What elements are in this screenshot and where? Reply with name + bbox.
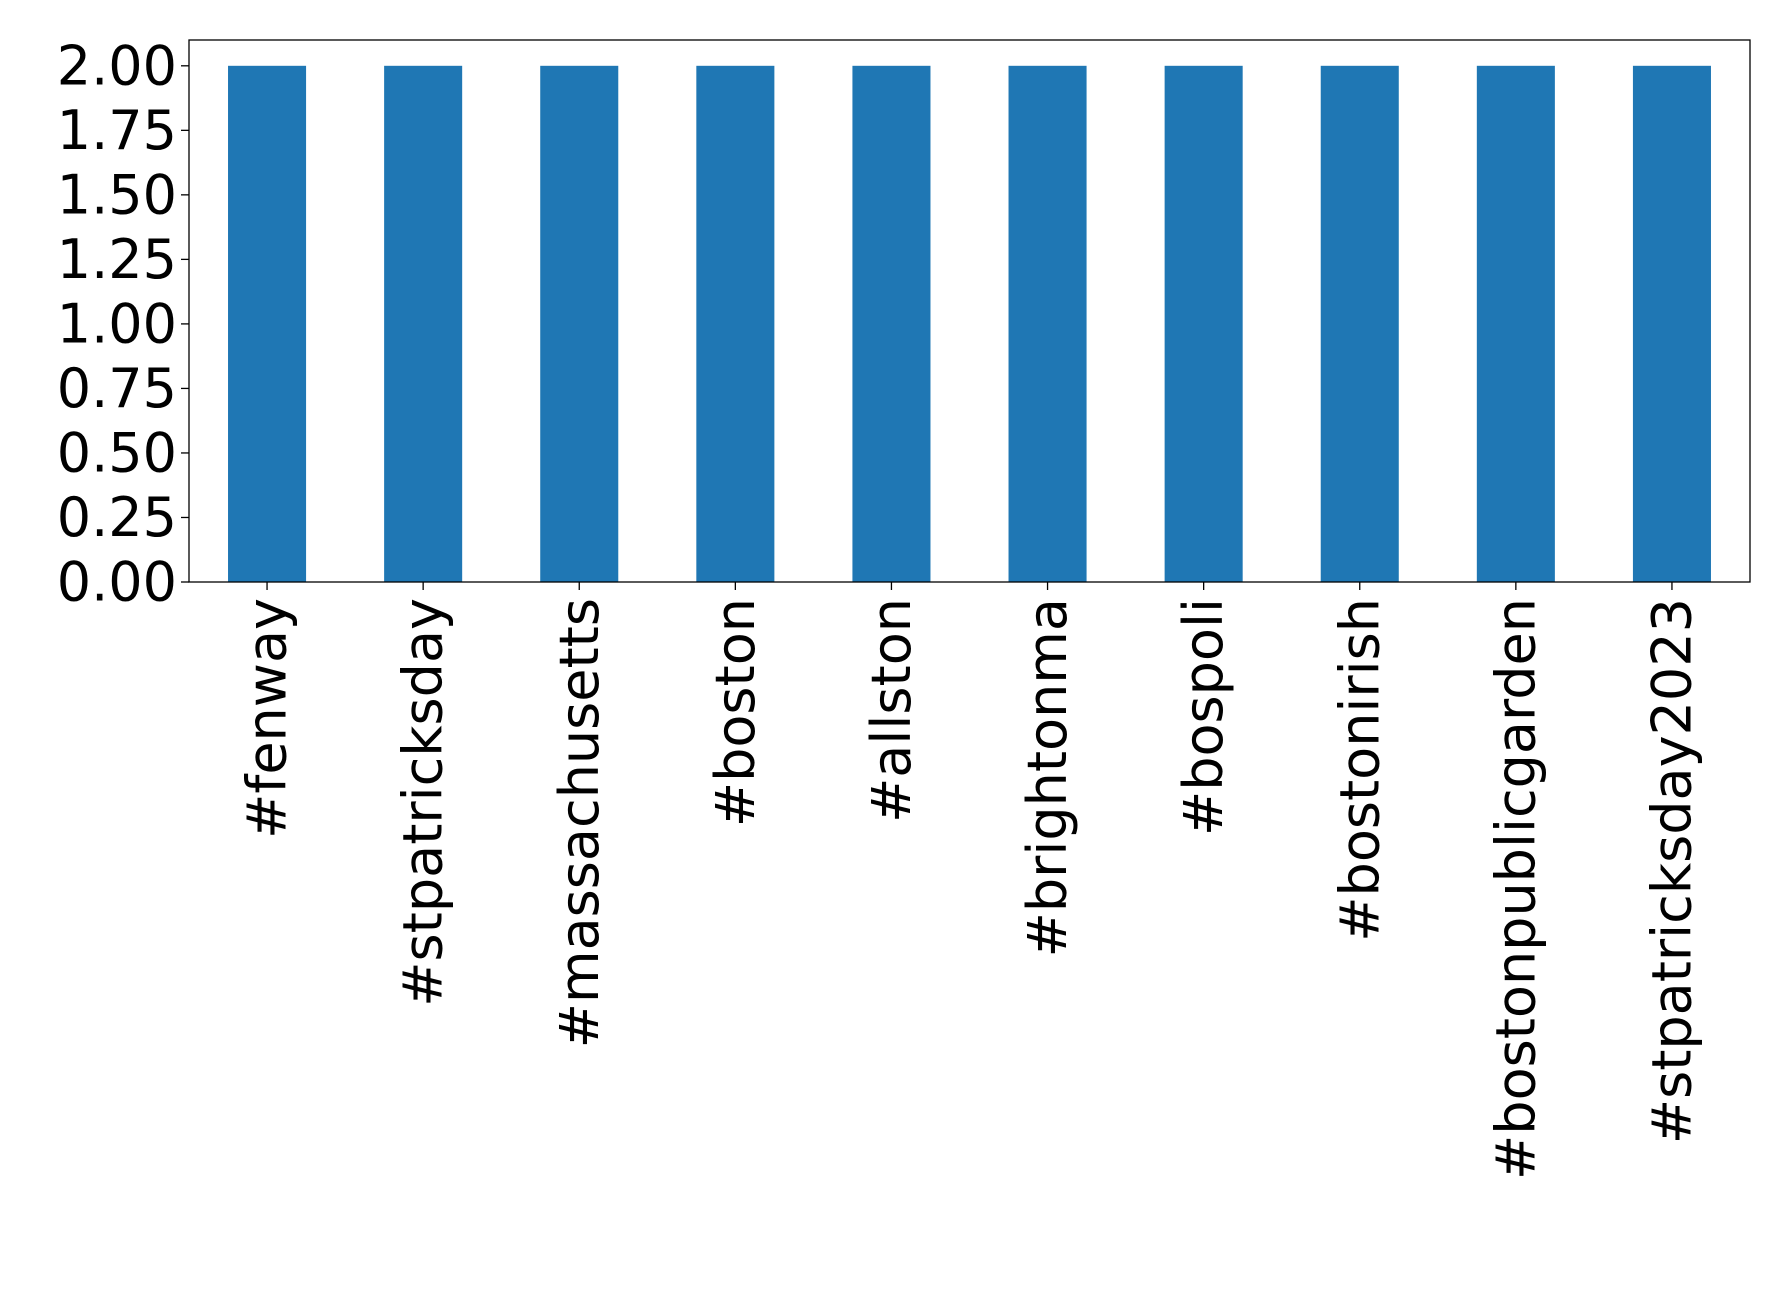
bar-brightonma bbox=[1008, 65, 1087, 583]
x-tick-label: #stpatricksday bbox=[392, 598, 455, 1007]
y-tick-label: 1.25 bbox=[57, 228, 177, 291]
x-tick-label: #brightonma bbox=[1016, 598, 1079, 957]
y-tick-label: 0.50 bbox=[57, 421, 177, 484]
y-tick-label: 1.50 bbox=[57, 163, 177, 226]
bar-stpatricksday bbox=[384, 65, 463, 583]
y-tick-label: 1.00 bbox=[57, 292, 177, 355]
y-tick-label: 1.75 bbox=[57, 99, 177, 162]
x-tick-label: #allston bbox=[860, 598, 923, 823]
x-tick-label: #stpatricksday2023 bbox=[1640, 598, 1703, 1144]
x-tick-label: #fenway bbox=[236, 598, 299, 839]
bars-group bbox=[228, 65, 1711, 583]
bar-bostonirish bbox=[1320, 65, 1399, 583]
bar-fenway bbox=[228, 65, 307, 583]
y-tick-label: 0.25 bbox=[57, 486, 177, 549]
x-tick-label: #bospoli bbox=[1172, 598, 1235, 836]
y-tick-label: 2.00 bbox=[57, 34, 177, 97]
x-tick-label: #boston bbox=[704, 598, 767, 827]
x-tick-label: #massachusetts bbox=[548, 598, 611, 1048]
y-tick-label: 0.75 bbox=[57, 357, 177, 420]
bar-allston bbox=[852, 65, 931, 583]
bar-boston bbox=[696, 65, 775, 583]
x-axis: #fenway #stpatricksday #massachusetts #bost… bbox=[236, 582, 1703, 1180]
y-tick-label: 0.00 bbox=[57, 551, 177, 614]
bar-massachusetts bbox=[540, 65, 619, 583]
bar-bostonpublicgarden bbox=[1476, 65, 1555, 583]
x-tick-label: #bostonpublicgarden bbox=[1484, 598, 1547, 1180]
bar-stpatricksday2023 bbox=[1632, 65, 1711, 583]
y-axis: 0.000.250.500.751.001.251.501.752.00 bbox=[57, 34, 189, 614]
plot-frame bbox=[188, 39, 1751, 583]
bar-bospoli bbox=[1164, 65, 1243, 583]
x-tick-label: #bostonirish bbox=[1328, 598, 1391, 942]
